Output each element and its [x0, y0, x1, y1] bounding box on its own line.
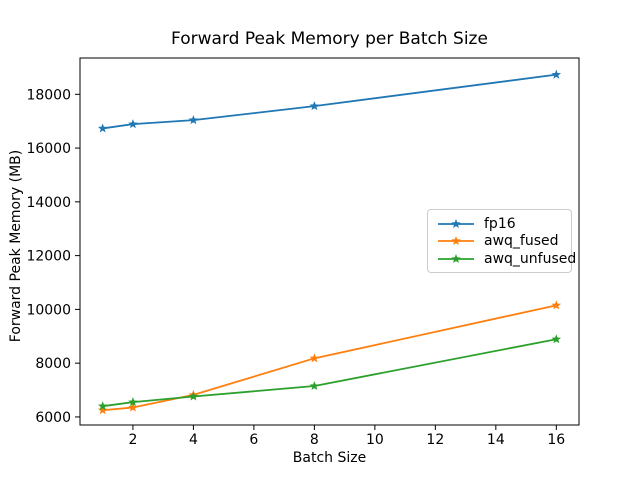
legend-label-awq_unfused: awq_unfused: [484, 250, 577, 267]
marker-awq_fused: [128, 402, 138, 412]
marker-fp16: [309, 101, 320, 111]
y-tick-label: 8000: [35, 356, 71, 372]
marker-awq_unfused: [188, 391, 199, 401]
legend-line-sample-icon: [438, 253, 474, 263]
marker-awq_unfused: [128, 397, 138, 407]
marker-awq_fused: [551, 300, 562, 310]
marker-awq_fused: [309, 353, 320, 363]
marker-fp16: [551, 69, 562, 79]
x-tick-label: 12: [426, 432, 444, 448]
y-tick-label: 6000: [35, 410, 71, 426]
series-line-awq_fused: [101, 304, 558, 412]
y-tick-label: 14000: [26, 195, 71, 211]
series-line-awq_unfused: [101, 338, 558, 408]
legend: fp16 awq_fused awq_unfused: [427, 209, 576, 273]
x-tick-label: 14: [487, 432, 505, 448]
legend-line-sample-icon: [438, 236, 474, 246]
star-marker-icon: [451, 218, 461, 228]
x-tick-label: 8: [310, 432, 319, 448]
y-tick-label: 18000: [26, 87, 71, 103]
chart-title: Forward Peak Memory per Batch Size: [171, 29, 488, 49]
x-tick-label: 4: [189, 432, 198, 448]
star-marker-icon: [451, 236, 461, 246]
legend-item-fp16: fp16: [437, 215, 563, 232]
x-tick-label: 16: [547, 432, 565, 448]
axes-spines: [79, 57, 580, 426]
y-tick-label: 10000: [26, 302, 71, 318]
marker-fp16: [188, 115, 199, 125]
marker-awq_fused: [97, 405, 108, 415]
y-tick-label: 12000: [26, 249, 71, 265]
x-tick-label: 10: [366, 432, 384, 448]
legend-line-sample-icon: [438, 218, 474, 228]
y-tick-label: 16000: [26, 141, 71, 157]
marker-awq_unfused: [309, 381, 320, 391]
marker-fp16: [97, 123, 108, 133]
legend-label-fp16: fp16: [484, 215, 516, 232]
legend-item-awq_unfused: awq_unfused: [437, 250, 576, 267]
legend-label-awq_fused: awq_fused: [484, 233, 559, 249]
star-marker-icon: [451, 253, 461, 263]
x-tick-label: 6: [249, 432, 258, 448]
series-line-fp16: [101, 73, 558, 130]
legend-item-awq_fused: awq_fused: [437, 233, 563, 250]
marker-awq_unfused: [97, 401, 108, 411]
x-axis-label: Batch Size: [292, 450, 367, 466]
x-tick-label: 2: [128, 432, 137, 448]
marker-fp16: [128, 119, 138, 129]
marker-awq_unfused: [551, 334, 562, 344]
